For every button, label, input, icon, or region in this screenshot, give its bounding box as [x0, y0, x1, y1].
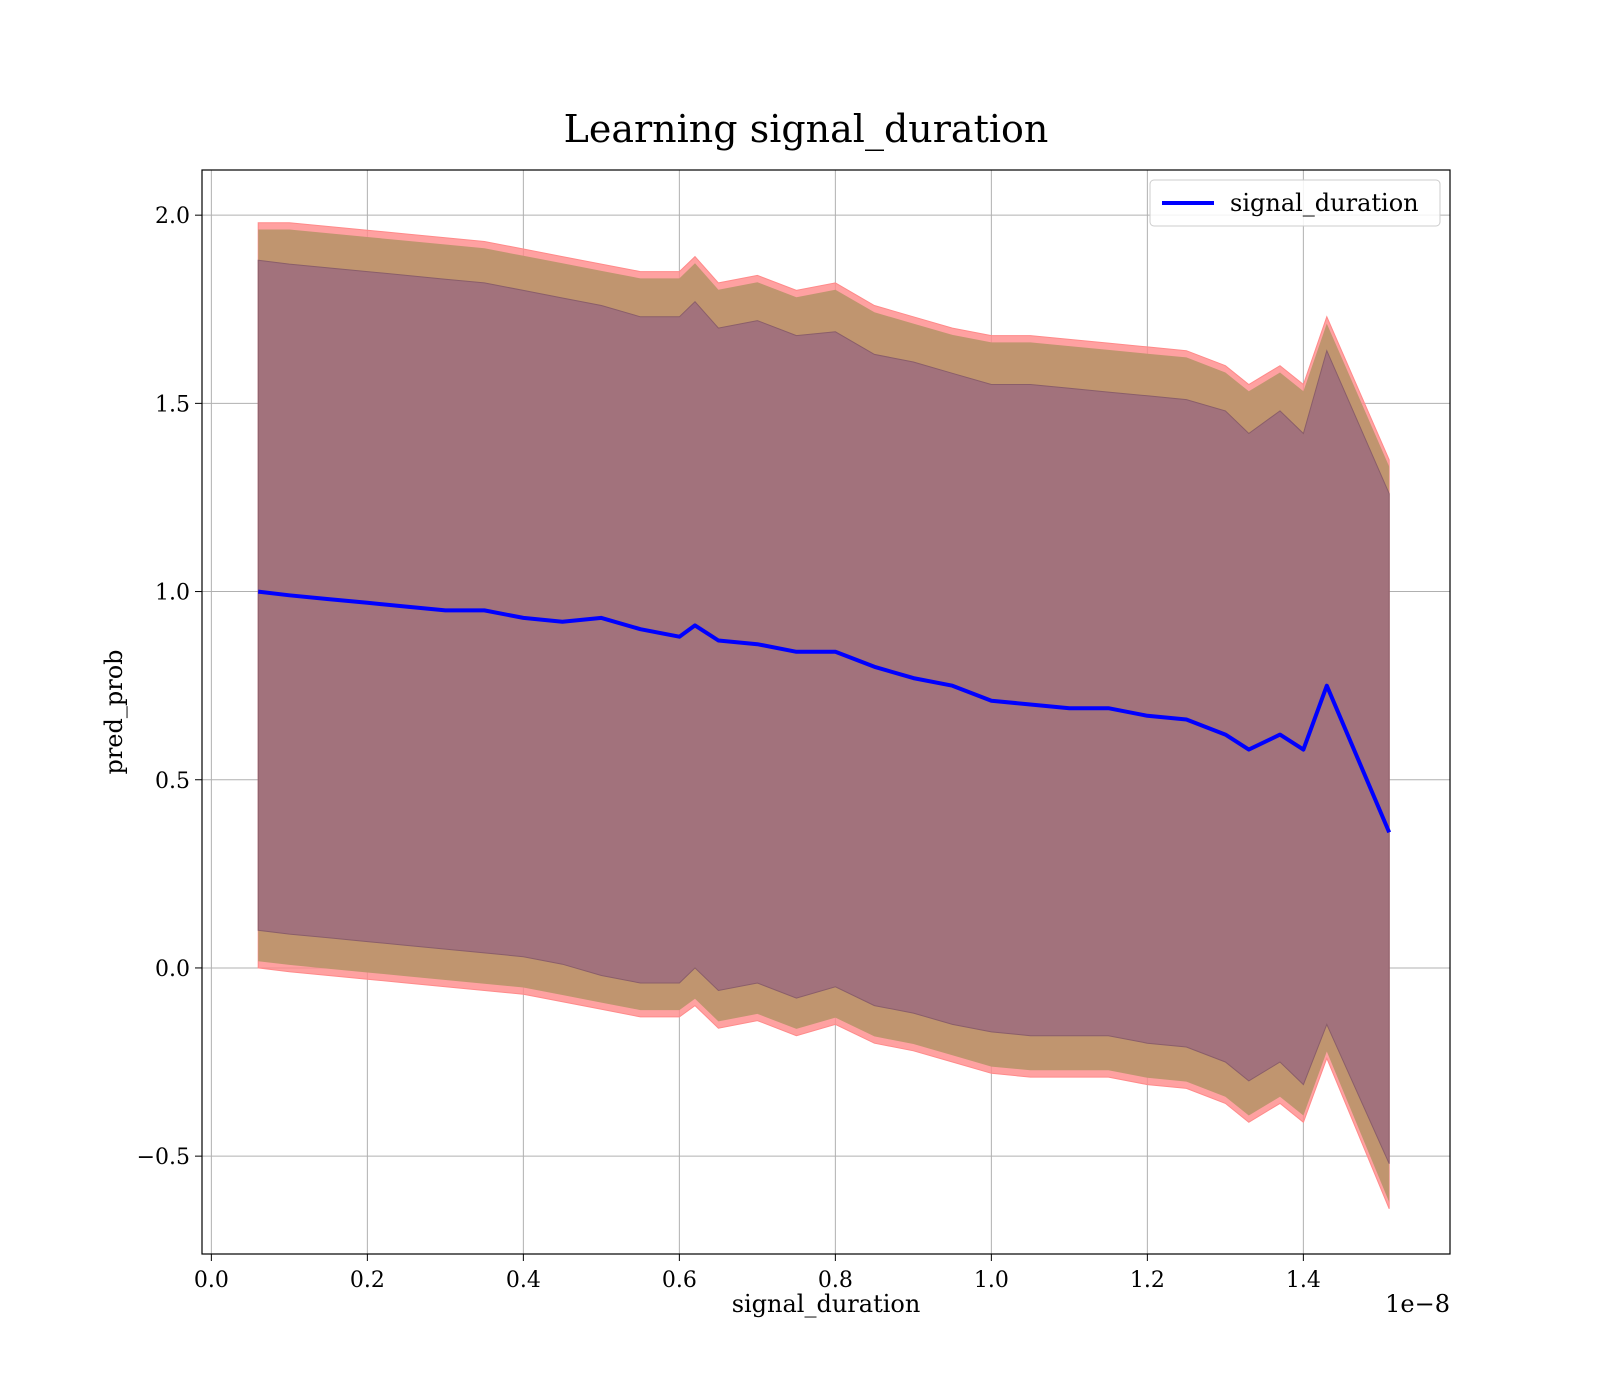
x-axis-ticks: 0.0 0.2 0.4 0.6 0.8 1.0 1.2 1.4 — [194, 1254, 1321, 1293]
confidence-bands — [257, 222, 1390, 1209]
y-tick-label: 0.5 — [155, 769, 190, 794]
y-tick-label: 0.0 — [155, 957, 190, 982]
x-tick-label: 1.0 — [974, 1268, 1009, 1293]
y-tick-label: 2.0 — [155, 204, 190, 229]
legend-box — [1149, 179, 1441, 227]
plot-frame — [201, 169, 1451, 1255]
legend-label: signal_duration — [1230, 189, 1419, 217]
x-tick-label: 0.4 — [506, 1268, 541, 1293]
y-axis-label: pred_prob — [100, 649, 128, 774]
inner-band — [257, 259, 1390, 1164]
x-tick-label: 0.0 — [194, 1268, 229, 1293]
x-tick-label: 1.2 — [1130, 1268, 1165, 1293]
x-tick-label: 0.8 — [818, 1268, 853, 1293]
chart-title: Learning signal_duration — [564, 107, 1049, 152]
y-tick-label: 1.0 — [155, 581, 190, 606]
x-axis-label: signal_duration — [732, 1290, 921, 1318]
x-tick-label: 0.2 — [350, 1268, 385, 1293]
x-tick-label: 0.6 — [662, 1268, 697, 1293]
series-lines — [257, 589, 1392, 834]
y-tick-label: 1.5 — [155, 392, 190, 417]
y-axis-ticks: −0.5 0.0 0.5 1.0 1.5 2.0 — [137, 204, 202, 1170]
legend: signal_duration — [1149, 179, 1441, 227]
y-tick-label: −0.5 — [137, 1145, 190, 1170]
x-tick-label: 1.4 — [1286, 1268, 1321, 1293]
series-line-signal_duration — [257, 589, 1392, 834]
x-offset-label: 1e−8 — [1385, 1290, 1450, 1318]
